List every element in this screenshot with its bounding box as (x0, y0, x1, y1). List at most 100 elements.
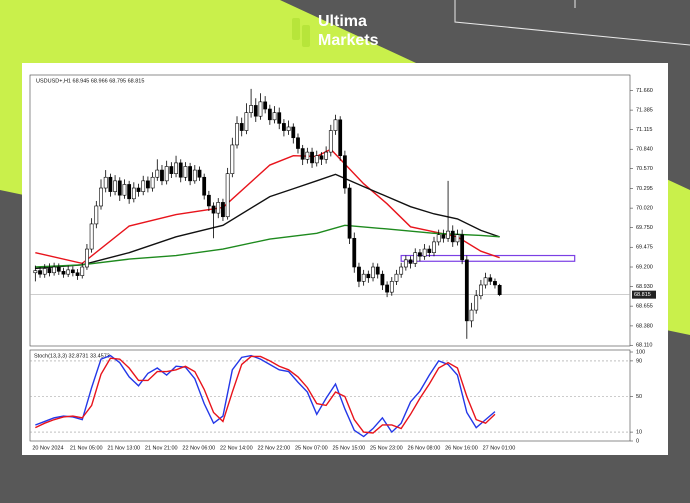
logo-text: Markets (318, 32, 379, 49)
y-tick-label: 10 (636, 430, 642, 436)
candle-body (342, 155, 347, 189)
x-tick-label: 22 Nov 06:00 (182, 445, 215, 451)
candle-body (450, 230, 455, 243)
indicator-line (35, 355, 496, 434)
logo-mark (302, 25, 310, 47)
candle-body (239, 123, 244, 131)
x-tick-label: 25 Nov 23:00 (370, 445, 403, 451)
candle-body (160, 169, 164, 182)
x-tick-label: 21 Nov 21:00 (145, 445, 178, 451)
x-tick-label: 25 Nov 07:00 (295, 445, 328, 451)
candle-body (127, 184, 132, 200)
x-tick-label: 22 Nov 22:00 (257, 445, 290, 451)
candle-body (413, 252, 418, 264)
y-tick-label: 68.380 (636, 323, 653, 329)
candle-body (56, 266, 61, 272)
candle-body (319, 155, 324, 160)
candle-body (338, 119, 343, 157)
last-price-box (632, 290, 656, 299)
candle-body (94, 205, 99, 225)
y-tick-label: 70.020 (636, 206, 653, 212)
candle-body (296, 137, 300, 149)
candle-body (432, 241, 436, 253)
y-tick-label: 71.115 (636, 127, 652, 133)
candle-body (206, 194, 211, 207)
candle-body (305, 151, 310, 160)
candle-body (197, 169, 202, 178)
x-tick-label: 26 Nov 16:00 (445, 445, 478, 451)
indicator-line (35, 224, 500, 268)
candle-body (174, 162, 178, 174)
candle-body (225, 173, 230, 218)
candle-body (455, 234, 460, 243)
candle-body (399, 266, 404, 275)
candle-body (469, 309, 474, 322)
indicator-frame (29, 349, 631, 442)
y-tick-label: 100 (636, 349, 645, 355)
candle-body (89, 223, 94, 250)
candle-body (474, 295, 479, 311)
candle-body (66, 269, 71, 275)
price-zone (400, 254, 576, 262)
candle-body (183, 166, 188, 178)
x-tick-label: 26 Nov 08:00 (408, 445, 441, 451)
candle-body (122, 184, 127, 196)
candle-body (80, 266, 85, 276)
y-tick-label: 68.930 (636, 284, 653, 290)
x-tick-label: 22 Nov 14:00 (220, 445, 253, 451)
x-tick-label: 25 Nov 15:00 (333, 445, 366, 451)
x-tick-label: 27 Nov 01:00 (483, 445, 516, 451)
candle-body (244, 112, 249, 131)
candle-body (230, 144, 235, 174)
candle-body (253, 105, 258, 117)
plot-frame (29, 74, 631, 347)
candle-body (99, 187, 103, 207)
x-tick-label: 21 Nov 05:00 (70, 445, 103, 451)
candle-body (136, 187, 141, 192)
candle-body (427, 248, 432, 253)
y-tick-label: 70.840 (636, 147, 653, 153)
candle-body (436, 234, 441, 243)
candle-body (282, 123, 286, 131)
candle-body (352, 237, 357, 268)
y-tick-label: 50 (636, 394, 642, 400)
candle-body (221, 202, 225, 218)
candle-body (52, 266, 57, 274)
candle-body (464, 259, 469, 322)
y-tick-label: 69.200 (636, 264, 653, 270)
candle-body (249, 105, 253, 113)
candle-body (42, 268, 47, 275)
logo-mark (292, 18, 300, 40)
candle-body (310, 151, 314, 164)
candle-body (141, 180, 146, 192)
candle-body (460, 234, 465, 261)
candle-body (286, 126, 291, 131)
candle-body (146, 180, 150, 189)
candle-body (178, 162, 183, 178)
candle-body (422, 248, 427, 257)
candle-body (394, 273, 399, 282)
candle-body (380, 273, 385, 286)
candle-body (150, 176, 155, 189)
candle-body (300, 148, 305, 160)
candle-body (75, 272, 80, 276)
candle-body (366, 273, 371, 279)
y-tick-label: 71.660 (636, 88, 653, 94)
candle-body (385, 284, 389, 293)
candle-body (277, 112, 282, 124)
candle-body (202, 176, 207, 196)
candle-body (375, 266, 380, 275)
candle-body (328, 130, 333, 153)
candle-body (357, 266, 361, 282)
indicator-header: Stoch(13,3,3) 32.8731 33.4573 (34, 353, 110, 359)
y-tick-label: 70.295 (636, 186, 653, 192)
y-tick-label: 69.750 (636, 225, 653, 231)
candle-body (103, 176, 108, 189)
candle-body (38, 270, 42, 275)
candle-body (478, 284, 483, 297)
candle-body (33, 270, 38, 274)
candle-body (493, 281, 497, 286)
x-tick-label: 21 Nov 13:00 (107, 445, 140, 451)
candle-body (483, 277, 488, 286)
